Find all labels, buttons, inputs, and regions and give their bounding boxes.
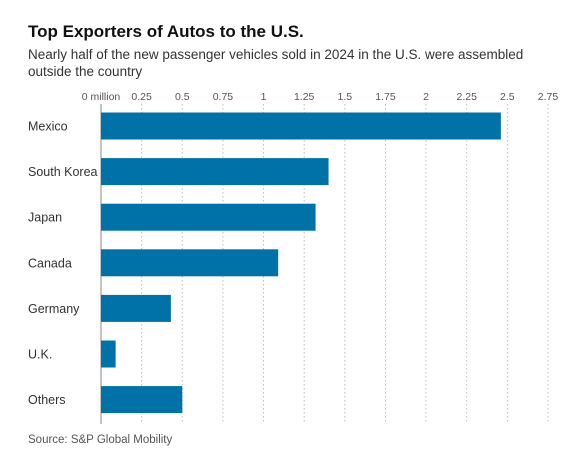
x-tick-label: 2.5 (500, 91, 515, 103)
bar-others (101, 386, 183, 414)
x-tick-label: 0.75 (213, 91, 234, 103)
bar-u-k (101, 340, 116, 368)
x-tick-label: 0.25 (131, 91, 152, 103)
category-label: U.K. (28, 348, 52, 362)
x-axis-ticks: 0 million 0.25 0.5 0.75 1 1.25 1.5 1.75 2 2.25 2.5… (82, 91, 559, 103)
bar-japan (101, 203, 316, 231)
x-tick-label: 1.75 (375, 91, 396, 103)
x-tick-label: 0.5 (175, 91, 190, 103)
source-note: Source: S&P Global Mobility (28, 434, 173, 446)
chart-title: Top Exporters of Autos to the U.S. (28, 22, 304, 41)
x-tick-label: 2.25 (457, 91, 478, 103)
bar-south-korea (101, 158, 329, 186)
category-label: Canada (28, 256, 72, 270)
chart-subtitle: Nearly half of the new passenger vehicle… (28, 47, 524, 79)
bar-germany (101, 294, 171, 322)
category-labels: Mexico South Korea Japan Canada Germany U.K. O… (28, 120, 98, 408)
bar-mexico (101, 112, 501, 140)
category-label: South Korea (28, 165, 98, 179)
bar-chart: 0 million 0.25 0.5 0.75 1 1.25 1.5 1.75 2 2.25 2.5… (28, 91, 559, 424)
category-label: Mexico (28, 120, 68, 134)
x-tick-label: 2.75 (538, 91, 559, 103)
x-tick-label: 2 (423, 91, 429, 103)
bars (101, 112, 501, 414)
x-tick-label: 1.25 (294, 91, 315, 103)
category-label: Others (28, 393, 66, 407)
category-label: Japan (28, 211, 62, 225)
x-tick-label: 1 (261, 91, 267, 103)
x-tick-label: 0 million (82, 91, 121, 103)
x-tick-label: 1.5 (338, 91, 353, 103)
bar-canada (101, 249, 279, 277)
category-label: Germany (28, 302, 80, 316)
